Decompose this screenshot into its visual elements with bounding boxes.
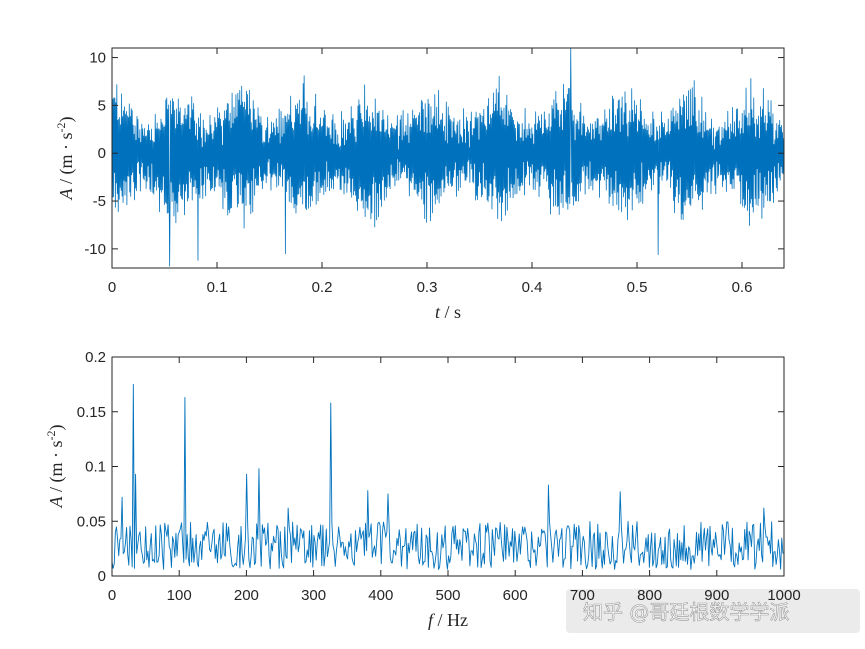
spectrum-xtick-label: 800	[637, 587, 662, 604]
time-ytick-label: -10	[84, 241, 106, 258]
spectrum-plot-ticks: 0 100 200 300 400 500 600 700 800 900 1000 0 0.05 0.1…	[77, 349, 801, 604]
time-xtick-label: 0	[108, 279, 116, 296]
time-ytick-label: 10	[89, 50, 106, 67]
spectrum-xtick-label: 900	[704, 587, 729, 604]
time-ytick-label: 5	[98, 97, 106, 114]
spectrum-xtick-label: 200	[234, 587, 259, 604]
time-xtick-label: 0.3	[417, 279, 438, 296]
spectrum-xtick-label: 100	[167, 587, 192, 604]
time-ytick-label: -5	[93, 193, 106, 210]
spectrum-xtick-label: 700	[570, 587, 595, 604]
time-plot-ticks: 0 0.1 0.2 0.3 0.4 0.5 0.6 -10 -5 0 5 10	[84, 48, 784, 296]
time-ylabel: A / (m · s-2)	[54, 116, 77, 200]
spectrum-xlabel: f / Hz	[428, 610, 468, 630]
spectrum-ytick-label: 0.2	[85, 349, 106, 366]
spectrum-xtick-label: 500	[435, 587, 460, 604]
time-xtick-label: 0.6	[732, 279, 753, 296]
time-plot-frame	[111, 47, 785, 269]
spectrum-ytick-label: 0	[98, 568, 106, 585]
time-ytick-label: 0	[98, 145, 106, 162]
spectrum-xtick-label: 600	[503, 587, 528, 604]
spectrum-ylabel: A / (m · s-2)	[44, 424, 67, 508]
time-xtick-label: 0.1	[207, 279, 228, 296]
time-signal-path	[111, 47, 785, 267]
time-xlabel: t / s	[435, 302, 461, 322]
spectrum-series-line	[111, 383, 785, 570]
spectrum-ytick-label: 0.05	[77, 513, 106, 530]
spectrum-xtick-label: 400	[368, 587, 393, 604]
time-series-line	[111, 47, 785, 267]
watermark-text: 知乎 @哥廷根数学学派	[583, 600, 789, 624]
watermark: 知乎 @哥廷根数学学派	[566, 589, 860, 633]
time-xtick-label: 0.4	[522, 279, 543, 296]
spectrum-ytick-label: 0.1	[85, 459, 106, 476]
spectrum-ytick-label: 0.15	[77, 404, 106, 421]
spectrum-xtick-label: 1000	[767, 587, 800, 604]
time-domain-plot: 0 0.1 0.2 0.3 0.4 0.5 0.6 -10 -5 0 5 10 t / s A / (…	[54, 47, 785, 322]
spectrum-plot: 0 100 200 300 400 500 600 700 800 900 1000 0 0.05 0.1…	[44, 349, 801, 630]
spectrum-path	[111, 383, 785, 570]
time-xtick-label: 0.5	[627, 279, 648, 296]
spectrum-xtick-label: 300	[301, 587, 326, 604]
time-xtick-label: 0.2	[312, 279, 333, 296]
spectrum-xtick-label: 0	[108, 587, 116, 604]
